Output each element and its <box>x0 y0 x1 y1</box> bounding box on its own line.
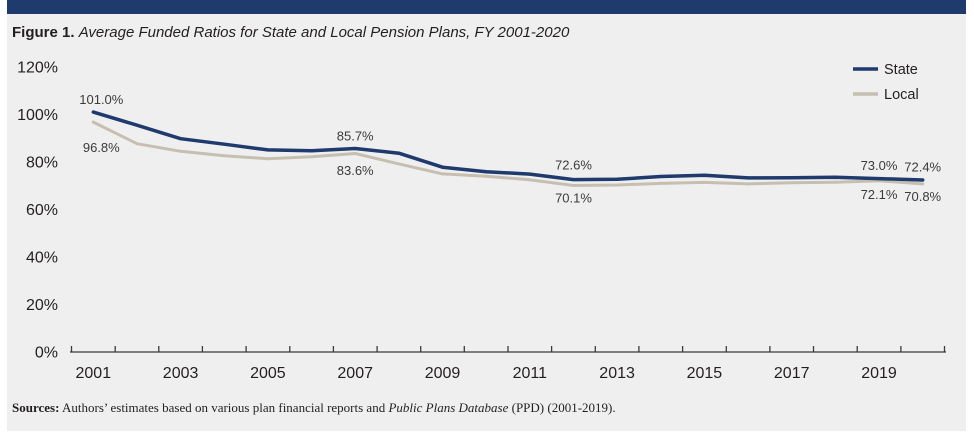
local-data-point <box>179 149 183 153</box>
state-data-point <box>310 149 313 153</box>
series-state <box>91 110 925 182</box>
state-data-point <box>921 178 925 182</box>
state-data-point <box>441 165 444 169</box>
state-data-point <box>528 172 532 176</box>
state-data-label: 72.6% <box>555 157 592 172</box>
local-data-label: 83.6% <box>337 163 374 178</box>
state-series-line <box>91 110 925 182</box>
chart-title: Average Funded Ratios for State and Loca… <box>78 24 570 41</box>
x-tick-label: 2001 <box>76 365 112 382</box>
x-tick-label: 2003 <box>163 365 199 382</box>
x-tick-label: 2007 <box>337 365 373 382</box>
state-data-point <box>397 151 401 155</box>
local-data-point <box>397 162 401 166</box>
local-data-label: 96.8% <box>83 140 120 155</box>
local-data-point <box>441 172 444 176</box>
state-data-point <box>135 123 139 127</box>
y-tick-label: 40% <box>26 250 58 267</box>
local-data-point <box>353 152 357 155</box>
local-data-point <box>310 155 313 159</box>
x-tick-label: 2005 <box>250 365 286 382</box>
figure-panel: Figure 1. Average Funded Ratios for Stat… <box>7 0 966 431</box>
data-labels: 101.0% 85.7% 72.6% 73.0% 72.4% 96.8% 83.6% 70.1… <box>79 92 941 205</box>
figure-title: Figure 1. Average Funded Ratios for Stat… <box>12 24 569 42</box>
state-data-point <box>790 176 794 180</box>
legend-item-state: State <box>853 62 918 78</box>
local-data-label: 70.8% <box>904 189 941 204</box>
local-data-point <box>222 154 226 158</box>
local-data-point <box>834 180 837 184</box>
state-data-point <box>353 147 357 150</box>
sources-years: (PPD) (2001-2019). <box>511 400 616 415</box>
local-series-line <box>91 120 925 187</box>
state-data-point <box>572 178 575 182</box>
figure-label: Figure 1. <box>12 24 75 41</box>
local-data-point <box>615 183 619 187</box>
x-tick-label: 2011 <box>513 365 548 382</box>
state-data-point <box>91 110 95 114</box>
state-data-point <box>746 176 750 180</box>
x-tick-label: 2017 <box>774 365 810 382</box>
legend-label: State <box>884 62 918 78</box>
local-data-point <box>484 174 488 178</box>
y-tick-label: 120% <box>17 60 58 77</box>
state-data-point <box>834 175 837 179</box>
y-tick-label: 100% <box>17 107 58 124</box>
local-data-point <box>659 182 663 185</box>
local-data-label: 70.1% <box>555 191 592 206</box>
local-data-point <box>790 181 794 185</box>
legend-item-local: Local <box>853 87 919 103</box>
state-data-point <box>659 175 663 178</box>
state-data-label: 85.7% <box>337 129 374 144</box>
state-data-label: 101.0% <box>79 92 124 107</box>
local-data-label: 72.1% <box>861 187 898 202</box>
sources-database-name: Public Plans Database <box>388 400 509 415</box>
local-data-point <box>91 120 95 124</box>
local-data-point <box>572 184 575 187</box>
series-local <box>91 120 925 187</box>
y-tick-label: 80% <box>26 155 58 172</box>
state-data-point <box>266 148 270 152</box>
local-data-point <box>135 142 139 146</box>
state-data-label: 73.0% <box>861 158 898 173</box>
y-tick-label: 0% <box>35 345 58 362</box>
y-tick-label: 60% <box>26 202 58 219</box>
state-data-point <box>615 177 619 181</box>
state-data-label: 72.4% <box>904 159 941 174</box>
x-tick-label: 2019 <box>861 365 897 382</box>
x-tick-label: 2015 <box>687 365 723 382</box>
y-tick-label: 20% <box>26 297 58 314</box>
sources-text: Authors’ estimates based on various plan… <box>61 400 386 415</box>
legend-label: Local <box>884 87 919 103</box>
state-data-point <box>877 177 881 181</box>
x-axis: 2001 2003 2005 2007 2009 2011 2013 2015 2017 2019 <box>70 346 946 382</box>
sources-label: Sources: <box>12 400 60 415</box>
local-data-point <box>746 182 750 186</box>
sources-note: Sources: Authors’ estimates based on var… <box>12 400 616 416</box>
local-data-point <box>703 181 706 184</box>
state-data-point <box>484 170 488 174</box>
header-bar <box>7 0 966 14</box>
plot-area <box>91 110 925 187</box>
state-data-point <box>222 142 226 146</box>
x-tick-label: 2013 <box>599 365 635 382</box>
state-data-point <box>703 173 706 177</box>
y-axis: 0% 20% 40% 60% 80% 100% 120% <box>17 60 58 362</box>
local-data-point <box>921 182 925 186</box>
legend: State Local <box>853 62 919 103</box>
local-data-point <box>528 178 532 182</box>
x-tick-label: 2009 <box>425 365 461 382</box>
state-data-point <box>179 137 183 141</box>
local-data-point <box>266 157 270 161</box>
